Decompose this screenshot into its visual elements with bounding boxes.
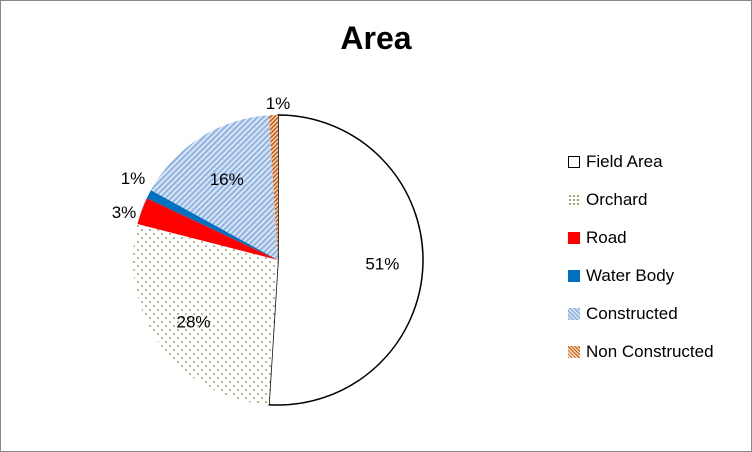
pie-slice-constructed [150, 115, 278, 260]
data-label-field-area: 51% [365, 254, 399, 273]
legend-swatch-non-constructed [568, 346, 580, 358]
pie-slice-non-constructed [268, 115, 278, 260]
legend-item-constructed: Constructed [568, 302, 678, 326]
legend-label-road: Road [586, 228, 627, 247]
legend-swatch-field-area [568, 156, 580, 168]
data-label-road: 3% [112, 203, 137, 222]
legend-item-non-constructed: Non Constructed [568, 340, 714, 364]
pie-slice-field-area [268, 114, 424, 406]
legend-label-orchard: Orchard [586, 190, 648, 209]
pie-slice-road [137, 198, 278, 260]
legend-label-field-area: Field Area [586, 152, 663, 171]
data-label-water-body: 1% [121, 169, 146, 188]
legend-swatch-water-body [568, 270, 580, 282]
legend-item-water-body: Water Body [568, 264, 674, 288]
legend-swatch-orchard [568, 194, 580, 206]
data-label-non-constructed: 1% [266, 94, 291, 113]
legend-label-constructed: Constructed [586, 304, 678, 323]
pie-slice-water-body [146, 190, 278, 260]
pie-slice-orchard [133, 223, 278, 405]
chart-title: Area [340, 20, 412, 56]
data-label-orchard: 28% [177, 312, 211, 331]
legend-label-water-body: Water Body [586, 266, 675, 285]
legend-item-road: Road [568, 226, 627, 250]
legend-item-orchard: Orchard [568, 188, 647, 212]
legend-label-non-constructed: Non Constructed [586, 342, 714, 361]
legend-item-field-area: Field Area [568, 150, 663, 174]
data-label-constructed: 16% [210, 170, 244, 189]
legend-swatch-constructed [568, 308, 580, 320]
legend-swatch-road [568, 232, 580, 244]
